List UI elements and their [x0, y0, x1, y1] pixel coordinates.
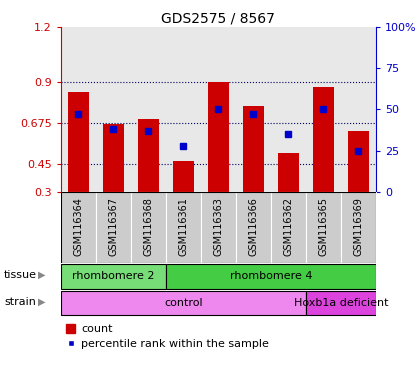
Bar [103, 124, 124, 192]
Text: GSM116365: GSM116365 [318, 197, 328, 256]
Text: GSM116366: GSM116366 [248, 197, 258, 255]
Text: GSM116367: GSM116367 [108, 197, 118, 256]
Text: GSM116362: GSM116362 [284, 197, 294, 256]
Bar [348, 131, 369, 192]
Legend: count, percentile rank within the sample: count, percentile rank within the sample [66, 324, 269, 349]
Bar [306, 291, 376, 316]
Bar [306, 192, 341, 263]
Bar [166, 264, 376, 289]
Bar [131, 192, 166, 263]
Text: GSM116369: GSM116369 [353, 197, 363, 255]
Text: GSM116364: GSM116364 [74, 197, 84, 255]
Text: ▶: ▶ [38, 297, 46, 307]
Bar [201, 192, 236, 263]
Text: strain: strain [4, 297, 36, 307]
Text: ▶: ▶ [38, 270, 46, 280]
Text: tissue: tissue [4, 270, 37, 280]
Title: GDS2575 / 8567: GDS2575 / 8567 [161, 12, 276, 26]
Bar [138, 119, 159, 192]
Bar [341, 192, 376, 263]
Text: GSM116361: GSM116361 [178, 197, 189, 255]
Bar [236, 192, 271, 263]
Bar [313, 88, 334, 192]
Text: GSM116368: GSM116368 [143, 197, 153, 255]
Bar [243, 106, 264, 192]
Bar [61, 192, 96, 263]
Bar [208, 82, 229, 192]
Text: control: control [164, 298, 203, 308]
Bar [96, 192, 131, 263]
Bar [61, 264, 166, 289]
Bar [61, 291, 306, 316]
Bar [271, 192, 306, 263]
Text: rhombomere 2: rhombomere 2 [72, 271, 155, 281]
Bar [166, 192, 201, 263]
Bar [173, 161, 194, 192]
Text: GSM116363: GSM116363 [213, 197, 223, 255]
Text: Hoxb1a deficient: Hoxb1a deficient [294, 298, 388, 308]
Bar [68, 92, 89, 192]
Text: rhombomere 4: rhombomere 4 [230, 271, 312, 281]
Bar [278, 152, 299, 192]
